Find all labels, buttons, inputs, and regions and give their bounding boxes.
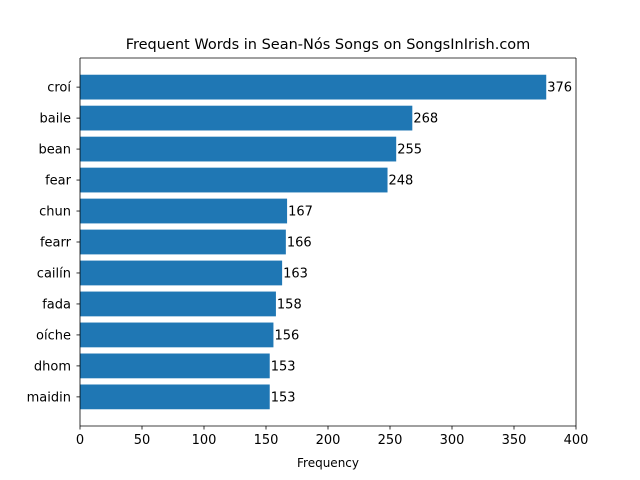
- bar: [80, 105, 413, 131]
- y-tick-label: cailín: [37, 266, 71, 281]
- bar-value-label: 255: [397, 143, 422, 158]
- bar: [80, 74, 547, 100]
- y-tick-label: chun: [39, 205, 71, 220]
- bar-value-label: 166: [287, 236, 312, 251]
- x-axis-label: Frequency: [297, 456, 359, 470]
- bar-value-label: 376: [547, 81, 572, 96]
- x-tick-label: 400: [564, 433, 589, 448]
- x-tick-label: 100: [192, 433, 217, 448]
- y-tick-label: dhom: [34, 359, 71, 374]
- y-tick-label: oíche: [36, 328, 71, 343]
- bar: [80, 167, 388, 193]
- x-tick-label: 300: [440, 433, 465, 448]
- y-tick-label: croí: [47, 81, 71, 96]
- plot-frame: [79, 57, 577, 427]
- x-tick-label: 350: [502, 433, 527, 448]
- x-tick-label: 0: [76, 433, 84, 448]
- bar: [80, 136, 397, 162]
- chart-title: Frequent Words in Sean-Nós Songs on Song…: [126, 37, 531, 53]
- bar-value-label: 268: [413, 112, 438, 127]
- x-tick-label: 250: [378, 433, 403, 448]
- y-tick-label: fear: [45, 174, 72, 189]
- x-tick-label: 150: [254, 433, 279, 448]
- y-tick-label: bean: [39, 143, 71, 158]
- bar: [80, 229, 286, 255]
- bar-value-label: 153: [271, 390, 296, 405]
- bar: [80, 291, 276, 317]
- bar: [80, 353, 270, 379]
- bars-group: [80, 74, 547, 410]
- bar: [80, 260, 283, 286]
- bar-value-label: 163: [283, 266, 308, 281]
- x-axis-ticks: 0 50 100 150 200 250 300 350 400: [76, 426, 589, 448]
- y-tick-label: baile: [40, 112, 71, 127]
- y-tick-label: fada: [42, 297, 71, 312]
- bar: [80, 198, 288, 224]
- bar-value-label: 158: [277, 297, 302, 312]
- bar-value-label: 156: [274, 328, 299, 343]
- bar-value-label: 248: [389, 174, 414, 189]
- x-tick-label: 200: [316, 433, 341, 448]
- data-labels-group: 376 268 255 248 167 166 163 158 156 153 153: [271, 81, 572, 406]
- x-tick-label: 50: [134, 433, 151, 448]
- bar-value-label: 153: [271, 359, 296, 374]
- bar: [80, 384, 270, 410]
- bar-value-label: 167: [288, 205, 313, 220]
- y-tick-label: fearr: [40, 236, 72, 251]
- y-tick-label: maidin: [27, 390, 71, 405]
- bar: [80, 322, 274, 348]
- y-axis-ticks: croí baile bean fear chun fearr cailín fada oích…: [27, 81, 80, 405]
